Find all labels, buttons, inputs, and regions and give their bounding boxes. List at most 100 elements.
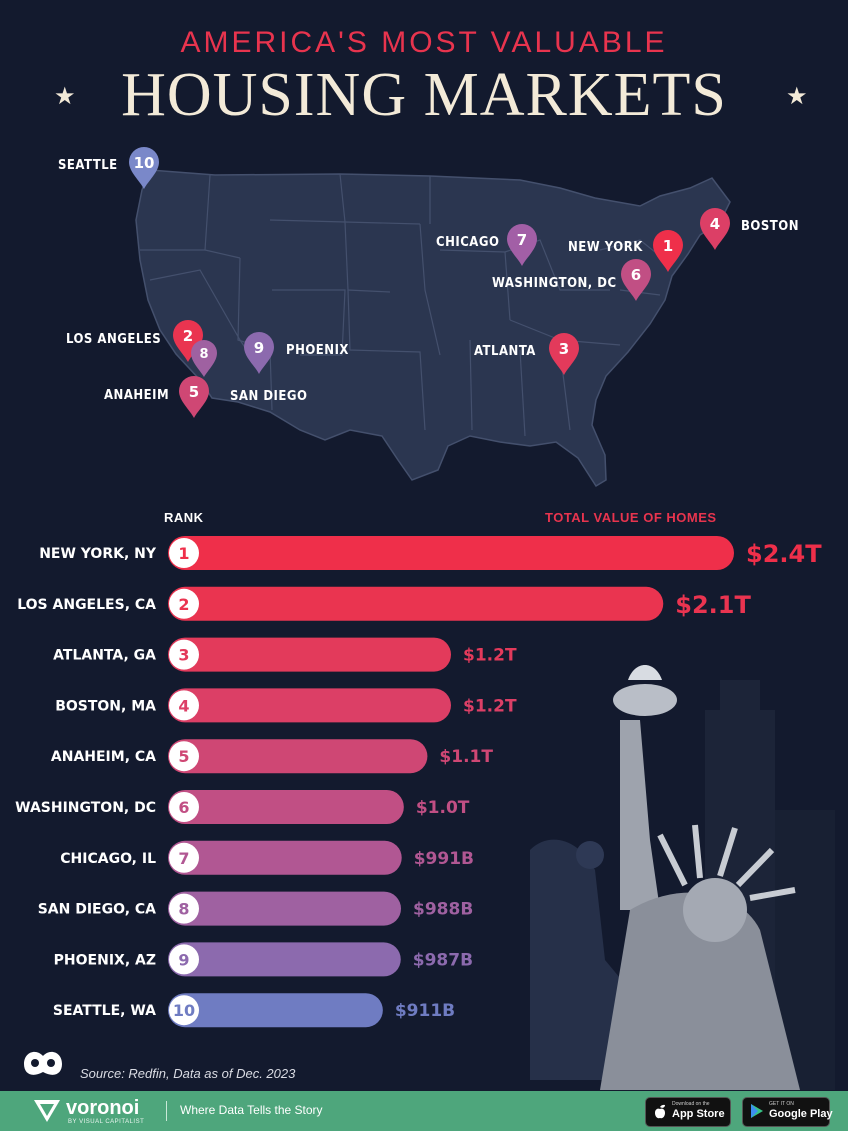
category-label: SEATTLE, WA: [53, 1003, 156, 1019]
category-label: SAN DIEGO, CA: [38, 902, 156, 918]
axis-label-total-value: TOTAL VALUE OF HOMES: [545, 510, 717, 525]
bar: [168, 891, 402, 926]
source-note: Source: Redfin, Data as of Dec. 2023: [80, 1066, 296, 1081]
map-label-anaheim: ANAHEIM: [104, 388, 170, 403]
map-pin-los-angeles: 2: [173, 320, 203, 362]
rank-number: 2: [178, 595, 189, 614]
app-store-small-text: Download on the: [672, 1101, 710, 1107]
rank-badge: [169, 893, 199, 924]
bar: [168, 586, 664, 621]
value-label: $988B: [413, 900, 473, 920]
map-pin-chicago: 7: [507, 224, 537, 266]
google-play-small-text: GET IT ON: [769, 1101, 794, 1107]
bar: [168, 942, 401, 977]
svg-text:1: 1: [663, 237, 673, 255]
visual-capitalist-logo: [24, 1051, 62, 1075]
rank-badge: [169, 792, 199, 822]
value-label: $987B: [413, 950, 473, 970]
map-pin-san-diego: 8: [191, 340, 217, 377]
svg-text:3: 3: [559, 340, 569, 358]
map-pin-new-york: 1: [653, 230, 683, 272]
bar: [168, 840, 402, 875]
rank-number: 9: [178, 950, 189, 969]
map-label-phoenix: PHOENIX: [286, 343, 349, 358]
map-label-los-angeles: LOS ANGELES: [66, 332, 162, 347]
brand-name: voronoi: [66, 1097, 140, 1119]
category-label: ATLANTA, GA: [53, 648, 156, 664]
value-label: $2.1T: [675, 591, 751, 619]
svg-text:10: 10: [134, 154, 155, 172]
google-play-icon: [751, 1104, 763, 1118]
svg-text:9: 9: [254, 339, 264, 357]
category-label: BOSTON, MA: [55, 698, 156, 714]
map-label-new-york: NEW YORK: [568, 240, 643, 255]
category-label: NEW YORK, NY: [39, 546, 157, 562]
map-pin-atlanta: 3: [549, 333, 579, 375]
star-icon: ★: [786, 83, 808, 110]
chart-subtitle: AMERICA'S MOST VALUABLE: [180, 26, 668, 59]
map-pin-anaheim: 5: [179, 376, 209, 418]
tagline: Where Data Tells the Story: [180, 1103, 323, 1117]
value-label: $1.1T: [439, 747, 493, 767]
google-play-badge[interactable]: GET IT ON Google Play: [742, 1097, 833, 1127]
svg-text:4: 4: [710, 215, 720, 233]
us-map-outline: [135, 169, 731, 488]
rank-badge: [169, 538, 199, 568]
svg-text:2: 2: [183, 327, 193, 345]
map-label-atlanta: ATLANTA: [474, 344, 536, 359]
svg-text:7: 7: [517, 231, 527, 249]
map-label-boston: BOSTON: [741, 219, 799, 234]
map-label-chicago: CHICAGO: [436, 235, 500, 250]
bar: [168, 739, 428, 774]
footer-bar: voronoi BY VISUAL CAPITALIST Where Data …: [0, 1091, 848, 1131]
brand-subtitle: BY VISUAL CAPITALIST: [68, 1119, 145, 1125]
rank-number: 7: [178, 849, 189, 868]
chart-title: HOUSING MARKETS: [121, 61, 727, 129]
map-pin-washington: 6: [621, 259, 651, 301]
statue-of-liberty-illustration: [530, 665, 835, 1090]
bar: [168, 536, 734, 570]
map-label-seattle: SEATTLE: [58, 158, 118, 173]
bar: [168, 688, 451, 723]
svg-text:5: 5: [189, 383, 199, 401]
rank-badge: [169, 588, 199, 619]
voronoi-logo-icon: [34, 1100, 60, 1122]
map-pin-seattle: 10: [129, 147, 159, 189]
rank-badge: [169, 690, 199, 721]
value-label: $911B: [395, 1001, 455, 1021]
category-label: LOS ANGELES, CA: [17, 597, 156, 613]
rank-badge: [169, 944, 199, 975]
app-store-text: App Store: [672, 1108, 725, 1120]
rank-number: 6: [178, 798, 189, 817]
bar: [168, 993, 383, 1028]
app-store-badge[interactable]: Download on the App Store: [645, 1097, 731, 1127]
apple-icon: [655, 1104, 665, 1119]
google-play-text: Google Play: [769, 1108, 833, 1120]
us-map: [135, 169, 731, 488]
rank-badge: [169, 842, 199, 873]
svg-text:8: 8: [199, 347, 208, 362]
map-pin-boston: 4: [700, 208, 730, 250]
rank-number: 3: [178, 646, 189, 665]
map-label-san-diego: SAN DIEGO: [230, 389, 308, 404]
value-label: $991B: [414, 849, 474, 869]
value-label: $1.0T: [416, 798, 470, 818]
category-label: CHICAGO, IL: [60, 851, 156, 867]
bar: [168, 790, 404, 824]
rank-number: 4: [178, 696, 189, 715]
map-label-washington: WASHINGTON, DC: [492, 276, 617, 291]
bar: [168, 637, 451, 672]
rank-badge: [169, 639, 199, 670]
bar-chart: NEW YORK, NY 1 $2.4T LOS ANGELES, CA 2 $2.1T A…: [15, 536, 822, 1028]
map-pin-phoenix: 9: [244, 332, 274, 374]
category-label: PHOENIX, AZ: [54, 952, 156, 968]
value-label: $1.2T: [463, 696, 517, 716]
svg-text:6: 6: [631, 266, 641, 284]
footer-divider: [166, 1101, 167, 1121]
category-label: WASHINGTON, DC: [15, 800, 156, 816]
rank-number: 8: [178, 900, 189, 919]
category-label: ANAHEIM, CA: [51, 749, 156, 765]
rank-number: 5: [178, 747, 189, 766]
axis-label-rank: RANK: [164, 510, 204, 525]
value-label: $2.4T: [746, 540, 822, 568]
